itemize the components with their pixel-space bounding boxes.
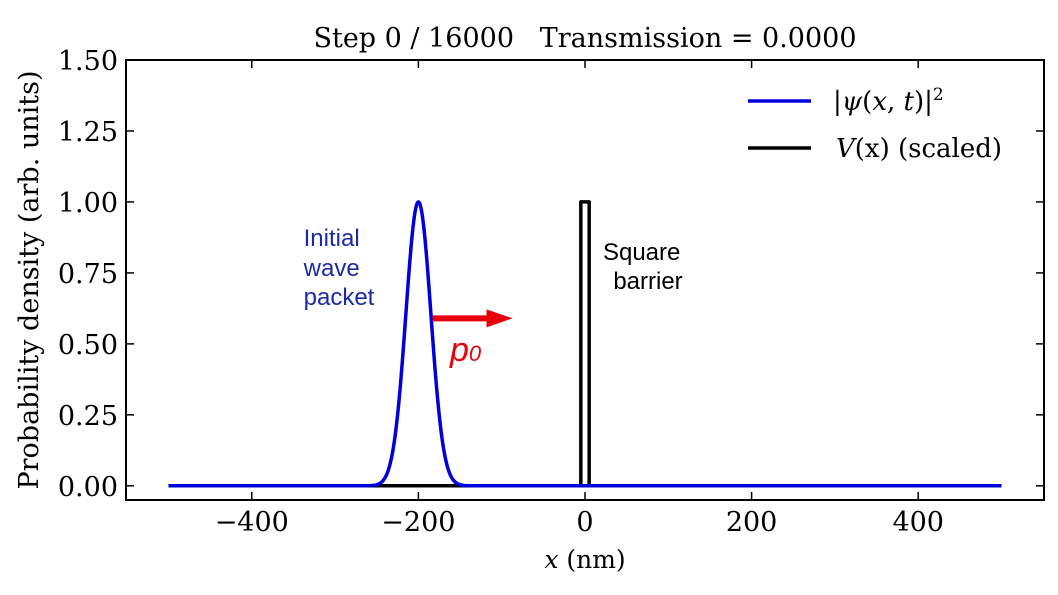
barrier-annotation-line: Square [603,239,680,266]
y-tick-label: 1.50 [58,46,118,77]
legend-psi-part: ψ [842,87,863,117]
y-tick-label: 1.25 [58,117,118,148]
x-axis-label-unit: (nm) [558,545,625,574]
series-potential-line [168,200,1002,488]
series-psi-line [167,200,1003,488]
legend-psi-superscript: 2 [933,85,944,105]
y-tick-label: 0.25 [58,401,118,432]
packet-annotation: Initial wave packet [303,225,375,311]
y-tick-label: 0.50 [58,330,118,361]
legend-potential-arg: (x) [855,134,890,164]
legend-psi-part: | [833,87,842,117]
axis-ticks [126,59,1044,500]
legend-psi-part: t [904,87,915,117]
x-axis-label-var: x [544,545,558,574]
legend-psi-part: x [872,87,887,117]
y-axis-label: Probability density (arb. units) [14,70,45,489]
momentum-arrow-head [486,309,513,328]
barrier-annotation-line: barrier [613,268,682,295]
packet-annotation-line: Initial [304,225,360,252]
legend-psi-label: |ψ(x, t)|2 [833,85,944,117]
legend-psi-part: )| [914,87,933,117]
legend-psi-part: ( [862,87,872,117]
y-tick-label: 0.00 [58,472,118,503]
packet-annotation-line: wave [303,255,360,282]
barrier-annotation: Square barrier [603,239,687,295]
chart-title: Step 0 / 16000 Transmission = 0.0000 [313,23,856,54]
x-tick-label: −400 [215,507,289,538]
x-tick-label: 0 [576,507,593,538]
momentum-label: p0 [449,331,482,369]
tick-labels: −400 −200 0 200 400 0.00 0.25 0.50 0.75 1.00 1.25 1… [58,46,944,538]
x-tick-label: 200 [726,507,778,538]
x-axis-label: x (nm) [544,545,625,574]
legend: |ψ(x, t)|2 V(x) (scaled) [748,85,1002,164]
momentum-label-subscript: 0 [469,341,482,366]
x-tick-label: 400 [892,507,944,538]
legend-potential-rest: (scaled) [890,134,1002,164]
momentum-arrow [432,309,513,328]
momentum-label-p: p [449,331,469,369]
packet-annotation-line: packet [304,284,375,311]
y-tick-label: 1.00 [58,188,118,219]
axes-frame [125,59,1045,501]
legend-potential-label: V(x) (scaled) [836,134,1002,164]
legend-potential-var: V [836,134,857,164]
y-tick-label: 0.75 [58,259,118,290]
x-tick-label: −200 [381,507,455,538]
legend-psi-part: , [887,87,904,117]
